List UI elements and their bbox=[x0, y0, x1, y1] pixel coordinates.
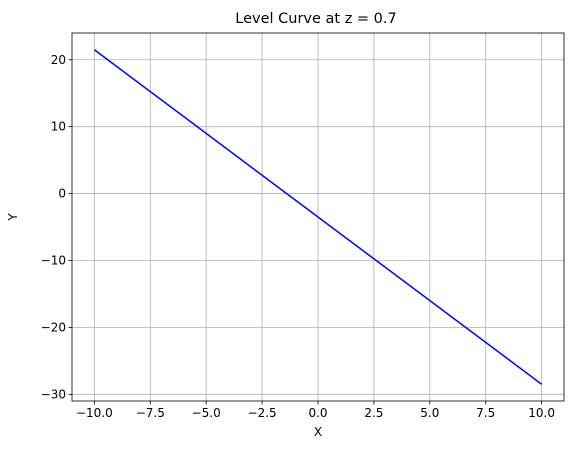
y-axis-label: Y bbox=[6, 213, 20, 222]
y-tick-label: 0 bbox=[58, 187, 66, 201]
chart-title: Level Curve at z = 0.7 bbox=[235, 11, 397, 27]
ticks: −10.0 −7.5 −5.0 −2.5 0.0 2.5 5.0 7.5 10.0 −30 −20 −… bbox=[41, 53, 555, 420]
y-tick-label: 20 bbox=[51, 53, 66, 67]
y-tick-label: 10 bbox=[51, 120, 66, 134]
x-tick-label: 7.5 bbox=[476, 406, 495, 420]
series-layer bbox=[93, 49, 543, 385]
x-tick-label: −7.5 bbox=[136, 406, 165, 420]
x-tick-label: 10.0 bbox=[528, 406, 555, 420]
x-tick-label: −5.0 bbox=[192, 406, 221, 420]
y-tick-label: −30 bbox=[41, 387, 66, 401]
x-tick-label: −2.5 bbox=[248, 406, 277, 420]
y-tick-label: −20 bbox=[41, 320, 66, 334]
x-tick-label: 5.0 bbox=[420, 406, 439, 420]
y-tick-label: −10 bbox=[41, 253, 66, 267]
x-tick-label: 2.5 bbox=[364, 406, 383, 420]
x-tick-label: 0.0 bbox=[308, 406, 327, 420]
x-axis-label: X bbox=[314, 425, 322, 439]
series-line bbox=[93, 49, 543, 385]
x-tick-label: −10.0 bbox=[76, 406, 113, 420]
